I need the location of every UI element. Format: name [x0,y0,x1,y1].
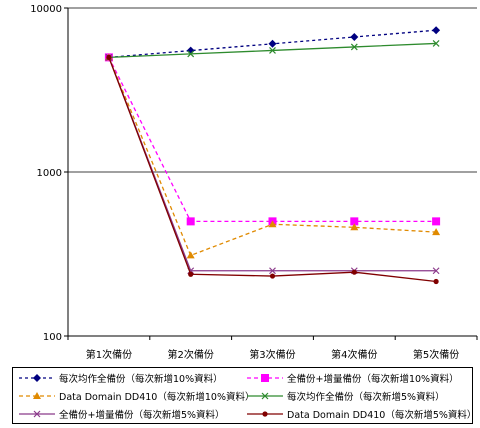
series-line [108,57,437,223]
data-point [268,39,277,48]
legend-swatch [19,410,55,417]
data-point [351,269,357,275]
data-point [350,33,359,42]
legend-marker [33,391,41,399]
data-point [350,223,359,231]
data-point [432,217,441,226]
legend-swatch [247,373,283,382]
data-point [269,267,276,275]
legend: 每次均作全備份（每次新增10%資料） 全備份+增量備份（每次新增10%資料） D… [12,367,476,424]
legend-label: Data Domain DD410（每次新增5%資料） [287,409,477,421]
legend-label: Data Domain DD410（每次新增10%資料） [59,391,255,403]
series-1 [104,26,441,62]
data-point [432,26,441,35]
data-point [432,267,440,275]
x-tick-label: 第3次備份 [249,348,295,361]
data-point [186,251,195,259]
y-tick-label: 1000 [37,168,62,179]
legend-swatch [247,410,283,417]
data-point [432,228,441,236]
legend-label: 全備份+增量備份（每次新增10%資料） [287,373,459,385]
series-3 [104,53,441,259]
legend-item: 每次均作全備份（每次新增10%資料） [17,368,223,387]
y-tick-label: 10000 [30,4,62,15]
legend-marker [261,373,269,382]
legend-item: Data Domain DD410（每次新增5%資料） [245,404,476,423]
legend-item: 全備份+增量備份（每次新增5%資料） [17,404,225,423]
data-point [433,278,439,285]
legend-swatch [19,391,55,399]
legend-label: 每次均作全備份（每次新增5%資料） [287,391,445,403]
data-point [187,50,195,58]
legend-label: 全備份+增量備份（每次新增5%資料） [59,409,225,421]
series-6 [106,54,439,285]
data-point [188,271,194,277]
legend-marker [33,410,41,417]
legend-marker [262,410,268,417]
data-point [350,43,358,51]
legend-item: 全備份+增量備份（每次新增10%資料） [245,368,459,387]
series-2 [104,53,441,226]
series [104,26,441,285]
data-point [350,217,359,226]
x-tick-label: 第1次備份 [86,348,132,361]
gridlines [64,7,477,337]
y-tick-labels: 10000 1000 100 [30,4,62,343]
data-point [186,217,195,226]
legend-swatch [247,392,283,399]
legend-swatch [19,373,55,382]
chart: 10000 1000 100 第1次備份 第2次備份 第3次備份 第4次備份 第5次備份 [30,4,478,361]
legend-item: 每次均作全備份（每次新增5%資料） [245,386,445,405]
x-tick-label: 第5次備份 [413,348,459,361]
axes [67,8,477,337]
data-point [432,40,440,47]
series-line [108,57,437,283]
data-point [106,54,112,60]
data-point [269,47,276,54]
x-tick-label: 第2次備份 [168,348,214,361]
x-tick-label: 第4次備份 [331,348,377,361]
x-tick-labels: 第1次備份 第2次備份 第3次備份 第4次備份 第5次備份 [67,336,478,361]
legend-label: 每次均作全備份（每次新增10%資料） [59,373,223,385]
data-point [269,273,276,279]
legend-marker [261,392,269,399]
y-tick-label: 100 [43,332,62,343]
legend-item: Data Domain DD410（每次新增10%資料） [17,386,254,405]
series-line [108,57,437,272]
series-5 [105,53,440,275]
data-point [268,220,277,228]
legend-marker [33,373,41,382]
